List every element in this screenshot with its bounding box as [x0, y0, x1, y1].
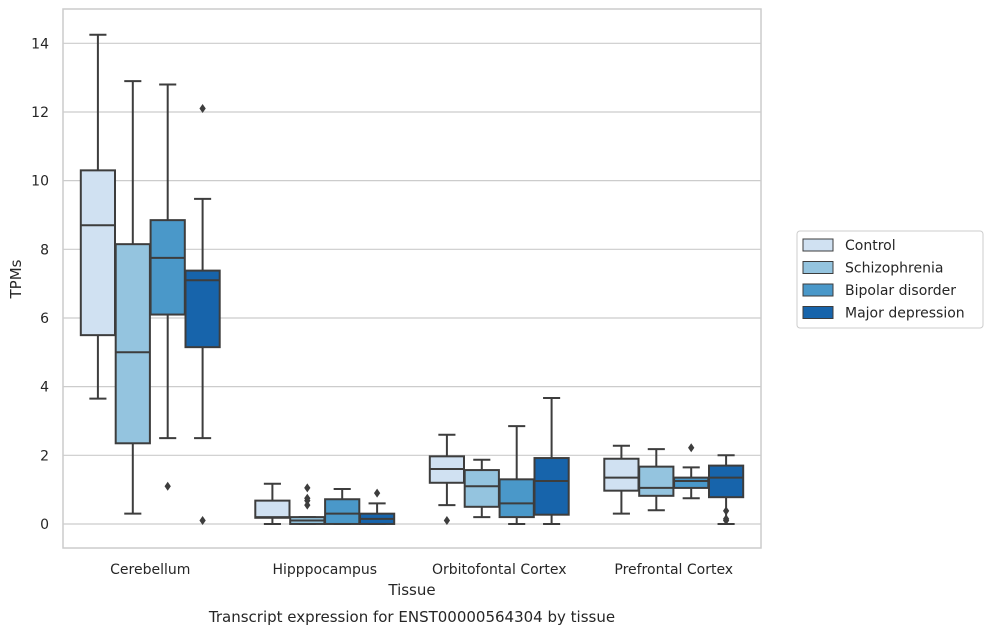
box-cerebellum-bipolar-disorder — [149, 83, 186, 491]
chart-caption: Transcript expression for ENST0000056430… — [208, 608, 615, 626]
box-prefrontal-cortex-major-depression — [707, 454, 745, 526]
outlier-point — [199, 516, 206, 526]
box-cerebellum-schizophrenia — [114, 80, 151, 515]
y-tick-label: 2 — [40, 448, 49, 464]
outlier-point — [722, 514, 730, 524]
y-tick-label: 4 — [40, 380, 49, 396]
y-tick-label: 12 — [31, 105, 49, 121]
y-axis-label: TPMs — [7, 259, 25, 299]
legend-label: Bipolar disorder — [845, 283, 956, 299]
legend: Control Schizophrenia Bipolar disorder Majo… — [796, 230, 984, 329]
x-tick-label: Cerebellum — [110, 562, 190, 578]
x-axis-label: Tissue — [387, 581, 435, 599]
x-tick-labels: Cerebellum Hipppocampus Orbitofontal Corte… — [110, 562, 733, 578]
box-hipppocampus-bipolar-disorder — [324, 487, 361, 525]
box-iqr — [149, 219, 186, 316]
outlier-point — [443, 516, 451, 526]
box-hipppocampus-major-depression — [358, 488, 396, 525]
x-tick-label: Hipppocampus — [272, 562, 377, 578]
box-hipppocampus-control — [254, 482, 291, 525]
outlier-point — [722, 506, 730, 516]
box-iqr — [603, 457, 640, 492]
y-tick-label: 0 — [40, 517, 49, 533]
outlier-point — [199, 104, 206, 114]
legend-label: Control — [845, 238, 896, 254]
legend-swatch-control — [802, 238, 834, 252]
box-iqr — [707, 464, 745, 499]
box-cerebellum-control — [79, 33, 117, 400]
box-cerebellum-major-depression — [184, 104, 221, 526]
box-iqr — [184, 269, 221, 349]
box-orbitofontal-cortex-major-depression — [533, 396, 570, 525]
outlier-point — [688, 443, 695, 453]
box-prefrontal-cortex-bipolar-disorder — [673, 443, 710, 500]
box-iqr — [533, 457, 570, 516]
box-prefrontal-cortex-schizophrenia — [638, 448, 675, 512]
outlier-point — [164, 481, 171, 491]
y-tick-label: 10 — [31, 174, 49, 190]
box-hipppocampus-schizophrenia — [289, 483, 326, 525]
box-orbitofontal-cortex-schizophrenia — [463, 458, 500, 519]
box-iqr — [254, 499, 291, 519]
x-tick-label: Prefrontal Cortex — [614, 562, 733, 578]
outlier-point — [304, 493, 311, 503]
outlier-point — [373, 488, 381, 498]
box-iqr — [638, 465, 675, 497]
y-tick-label: 6 — [40, 311, 49, 327]
box-iqr — [463, 469, 500, 508]
legend-label: Major depression — [845, 306, 965, 322]
x-tick-label: Orbitofontal Cortex — [432, 562, 567, 578]
y-tick-labels: 0 2 4 6 8 10 12 14 — [31, 36, 49, 533]
box-iqr — [114, 243, 151, 445]
legend-swatch-major-depression — [802, 306, 834, 319]
legend-label: Schizophrenia — [845, 261, 943, 277]
y-tick-label: 8 — [40, 242, 49, 258]
outlier-point — [304, 483, 311, 493]
legend-swatch-bipolar-disorder — [802, 283, 834, 297]
legend-frame — [796, 230, 984, 329]
box-iqr — [324, 498, 361, 525]
box-orbitofontal-cortex-control — [428, 433, 466, 526]
legend-swatch-schizophrenia — [802, 261, 834, 274]
box-iqr — [673, 476, 710, 489]
box-iqr — [79, 169, 117, 337]
y-tick-label: 14 — [31, 36, 49, 52]
plot-boxes — [79, 33, 745, 526]
plot-frame — [62, 8, 762, 549]
box-iqr — [498, 478, 535, 519]
box-orbitofontal-cortex-bipolar-disorder — [498, 425, 535, 525]
